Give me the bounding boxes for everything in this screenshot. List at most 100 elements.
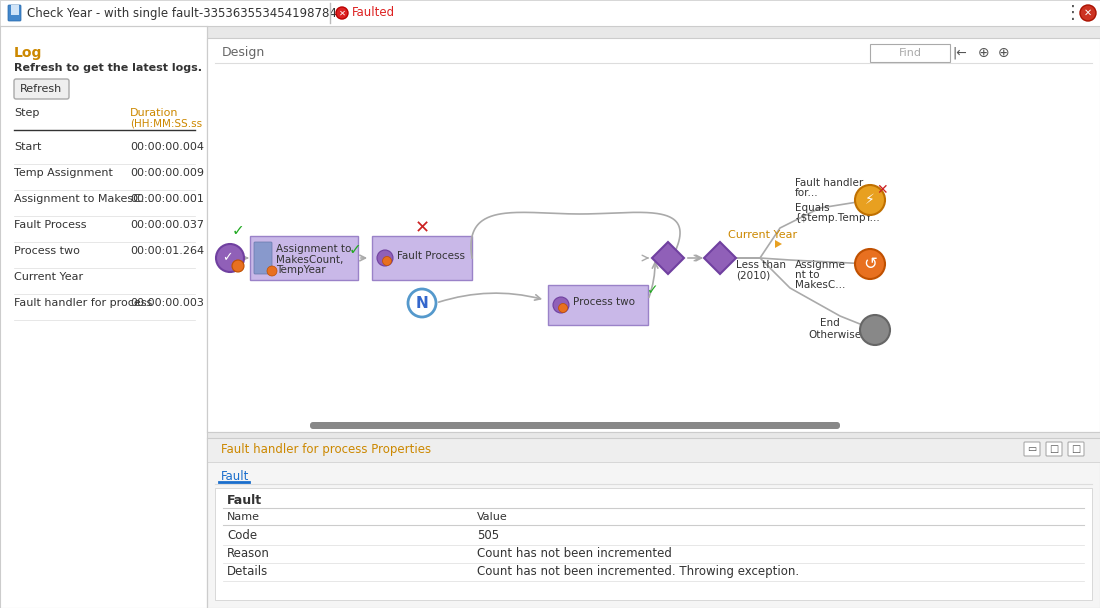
Bar: [870, 44, 950, 62]
Text: Less than: Less than: [736, 260, 786, 270]
Text: Check Year - with single fault-335363553454198784: Check Year - with single fault-335363553…: [28, 7, 337, 19]
Text: Code: Code: [227, 529, 257, 542]
FancyBboxPatch shape: [1024, 442, 1040, 456]
Text: ✕: ✕: [877, 183, 888, 197]
Text: End: End: [820, 318, 839, 328]
Text: TempYear: TempYear: [276, 265, 326, 275]
Text: 00:00:00.037: 00:00:00.037: [130, 220, 204, 230]
Text: 00:00:00.003: 00:00:00.003: [130, 298, 204, 308]
Text: N: N: [416, 295, 428, 311]
Text: Design: Design: [222, 46, 265, 59]
Text: Assignment to: Assignment to: [276, 244, 351, 254]
Text: ↺: ↺: [864, 255, 877, 273]
Text: Fault: Fault: [221, 470, 250, 483]
Text: Reason: Reason: [227, 547, 270, 560]
Circle shape: [553, 297, 569, 313]
Bar: [372, 236, 472, 280]
Text: ✕: ✕: [1084, 8, 1092, 18]
Text: Details: Details: [227, 565, 268, 578]
Circle shape: [232, 260, 244, 272]
Text: □: □: [1071, 444, 1080, 454]
Bar: [0, 26, 207, 608]
Text: ✓: ✓: [232, 224, 244, 238]
Text: Refresh: Refresh: [20, 84, 62, 94]
Text: ⊕: ⊕: [978, 46, 990, 60]
Bar: [214, 488, 1092, 600]
Text: Name: Name: [227, 512, 260, 522]
Bar: [250, 236, 358, 280]
Text: ⚡: ⚡: [865, 193, 874, 207]
FancyBboxPatch shape: [1046, 442, 1062, 456]
Text: 00:00:00.009: 00:00:00.009: [130, 168, 204, 178]
Text: Current Year: Current Year: [728, 230, 798, 240]
Text: Count has not been incremented: Count has not been incremented: [477, 547, 672, 560]
Text: ✓: ✓: [349, 243, 362, 258]
Text: Fault Process: Fault Process: [14, 220, 87, 230]
Text: Assignment to MakesC...: Assignment to MakesC...: [14, 194, 152, 204]
Text: Process two: Process two: [573, 297, 635, 307]
Text: ✕: ✕: [415, 219, 430, 237]
Text: Assignme: Assignme: [795, 260, 846, 270]
Text: 00:00:00.004: 00:00:00.004: [130, 142, 204, 152]
Bar: [548, 285, 648, 325]
Text: 00:00:00.001: 00:00:00.001: [130, 194, 204, 204]
Text: 505: 505: [477, 529, 499, 542]
Text: (2010): (2010): [736, 271, 770, 281]
Text: Faulted: Faulted: [352, 7, 395, 19]
Text: for...: for...: [795, 188, 818, 198]
Text: Refresh to get the latest logs.: Refresh to get the latest logs.: [14, 63, 202, 73]
Text: Otherwise: Otherwise: [808, 330, 861, 340]
Text: Temp Assignment: Temp Assignment: [14, 168, 113, 178]
Bar: [11, 5, 19, 15]
Text: □: □: [1049, 444, 1058, 454]
Circle shape: [383, 257, 392, 266]
FancyBboxPatch shape: [8, 5, 21, 21]
Text: Duration: Duration: [130, 108, 178, 118]
Text: Fault Process: Fault Process: [397, 251, 465, 261]
Text: |←: |←: [953, 46, 967, 60]
Circle shape: [267, 266, 277, 276]
Circle shape: [860, 315, 890, 345]
Bar: [0, 26, 1100, 38]
Bar: [207, 432, 1100, 438]
Text: Log: Log: [14, 46, 43, 60]
Circle shape: [336, 7, 348, 19]
Circle shape: [408, 289, 436, 317]
Text: Fault handler for process Properties: Fault handler for process Properties: [221, 443, 431, 457]
Text: Find: Find: [899, 48, 922, 58]
Text: Fault handler: Fault handler: [795, 178, 864, 188]
Text: Count has not been incremented. Throwing exception.: Count has not been incremented. Throwing…: [477, 565, 799, 578]
Text: Fault handler for process: Fault handler for process: [14, 298, 152, 308]
Text: Start: Start: [14, 142, 42, 152]
Text: ✓: ✓: [647, 283, 659, 297]
Text: Current Year: Current Year: [14, 272, 84, 282]
Bar: [207, 438, 1100, 462]
Bar: [207, 38, 1100, 432]
Text: Equals: Equals: [795, 203, 829, 213]
Circle shape: [855, 185, 886, 215]
Text: ▭: ▭: [1027, 444, 1036, 454]
Polygon shape: [704, 242, 736, 274]
Text: MakesCount,: MakesCount,: [276, 255, 343, 265]
Text: 00:00:01.264: 00:00:01.264: [130, 246, 205, 256]
Text: nt to: nt to: [795, 270, 820, 280]
Bar: [0, 0, 1100, 26]
Text: ⊕: ⊕: [998, 46, 1010, 60]
Text: {$temp.TempY...: {$temp.TempY...: [795, 213, 881, 223]
FancyBboxPatch shape: [1068, 442, 1084, 456]
Text: (HH:MM:SS.ss: (HH:MM:SS.ss: [130, 118, 202, 128]
Circle shape: [855, 249, 886, 279]
Text: ⋮: ⋮: [1064, 4, 1082, 22]
Text: Step: Step: [14, 108, 40, 118]
Text: ✕: ✕: [339, 9, 345, 18]
Circle shape: [216, 244, 244, 272]
FancyBboxPatch shape: [310, 422, 840, 429]
Text: ✓: ✓: [222, 252, 232, 264]
Circle shape: [1080, 5, 1096, 21]
Polygon shape: [652, 242, 684, 274]
Text: Process two: Process two: [14, 246, 80, 256]
Polygon shape: [776, 240, 782, 248]
FancyBboxPatch shape: [14, 79, 69, 99]
Circle shape: [377, 250, 393, 266]
Text: Value: Value: [477, 512, 508, 522]
